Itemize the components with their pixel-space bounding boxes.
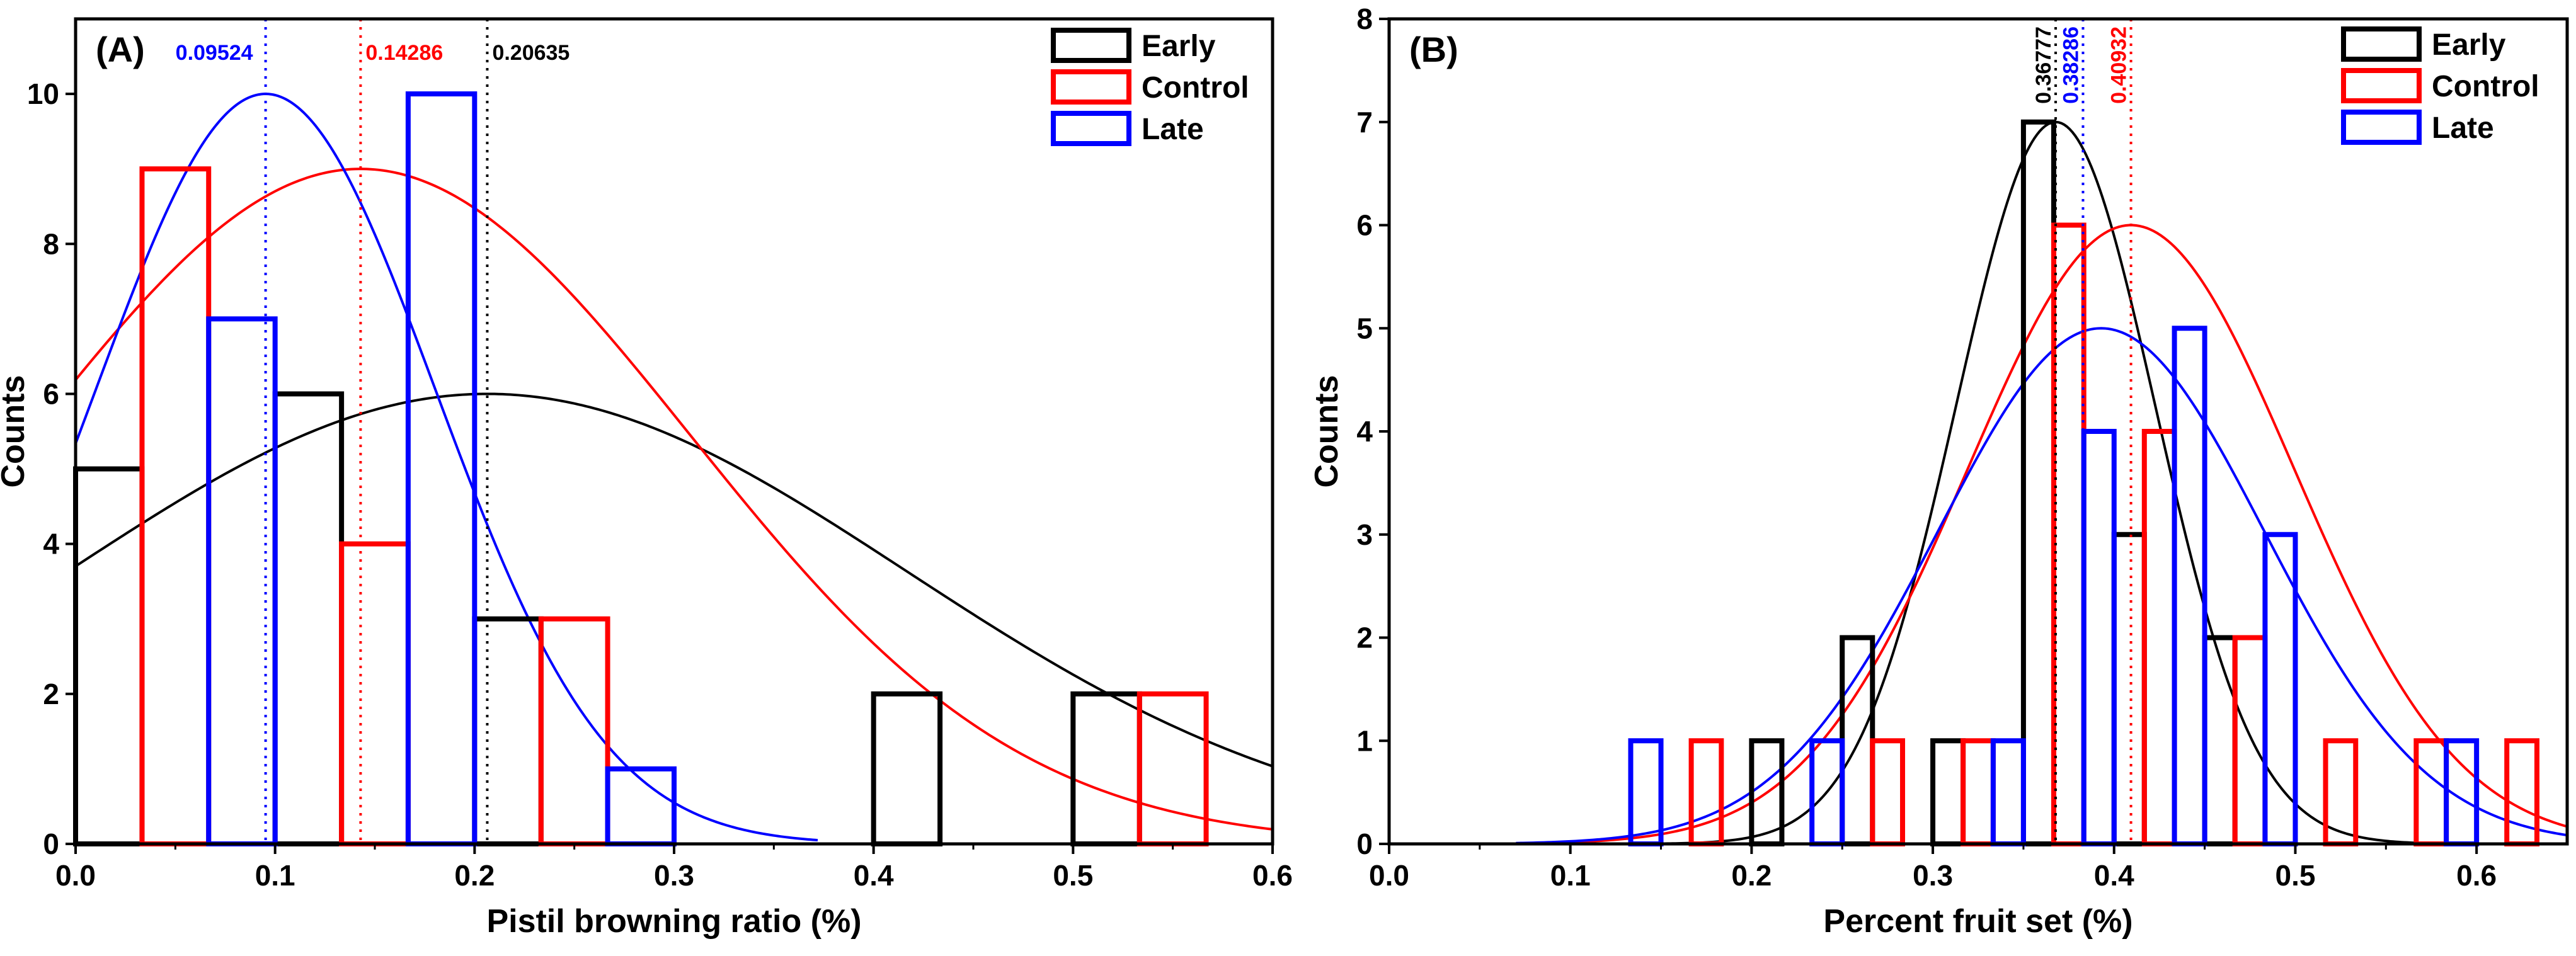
mean-label-early: 0.36777: [2032, 26, 2056, 104]
x-tick-label: 0.3: [654, 859, 694, 892]
histogram-bar-control: [2232, 635, 2268, 846]
y-tick-label: 6: [43, 377, 59, 410]
legend-label-control: Control: [1142, 71, 1249, 105]
y-tick-label: 7: [1356, 106, 1373, 139]
legend-swatch-control: [2341, 68, 2422, 103]
legend-swatch-control: [1051, 69, 1131, 105]
histogram-bar-control: [2051, 222, 2087, 846]
x-tick-label: 0.4: [854, 859, 894, 892]
y-tick-label: 0: [43, 828, 59, 860]
mean-label-control: 0.40932: [2107, 26, 2131, 104]
histogram-bar-control: [538, 616, 610, 847]
x-axis-title: Pistil browning ratio (%): [486, 903, 861, 940]
x-tick-label: 0.3: [1913, 859, 1953, 892]
y-axis-title: Counts: [1308, 375, 1345, 487]
legend-label-control: Control: [2432, 70, 2539, 103]
histogram-bar-control: [2413, 738, 2449, 846]
legend-label-early: Early: [2432, 28, 2506, 62]
legend-label-late: Late: [2432, 111, 2494, 145]
y-tick-label: 4: [43, 528, 59, 561]
histogram-bar-early: [1840, 635, 1875, 846]
histogram-bar-early: [472, 616, 544, 847]
histogram-bar-late: [1990, 738, 2026, 846]
x-tick-label: 0.6: [1252, 859, 1293, 892]
histogram-bar-early: [272, 391, 345, 846]
y-tick-label: 8: [43, 227, 59, 260]
y-axis-title: Counts: [0, 375, 31, 487]
legend-label-late: Late: [1142, 113, 1204, 146]
y-tick-label: 2: [43, 678, 59, 710]
histogram-bar-late: [1628, 738, 1664, 846]
histogram-bar-early: [73, 466, 145, 846]
y-tick-label: 3: [1356, 518, 1373, 551]
legend-swatch-late: [2341, 110, 2422, 145]
y-tick-label: 8: [1356, 3, 1373, 35]
histogram-bar-control: [339, 541, 411, 846]
fit-curve-late: [1516, 327, 2568, 845]
legend-swatch-early: [2341, 26, 2422, 62]
x-tick-label: 0.4: [2094, 859, 2134, 892]
x-tick-label: 0.2: [454, 859, 495, 892]
histogram-bar-late: [2172, 326, 2207, 846]
legend: Early Control Late: [1051, 28, 1249, 146]
x-tick-label: 0.1: [1550, 859, 1591, 892]
y-tick-label: 10: [27, 77, 59, 110]
panel-b: 0.36777 0.40932 0.38286 0.0 0.1 0.2 0.3 0.4 0.5 0…: [1308, 3, 2569, 940]
x-tick-label: 0.0: [55, 859, 96, 892]
histogram-bar-early: [1930, 738, 1966, 846]
x-tick-label: 0.1: [255, 859, 295, 892]
histogram-bar-control: [2141, 429, 2177, 846]
histogram-bar-control: [139, 166, 212, 847]
histogram-bar-early: [2020, 119, 2056, 846]
fit-curve-early: [74, 392, 1273, 768]
x-axis-title: Percent fruit set (%): [1823, 903, 2132, 940]
x-tick-label: 0.5: [1053, 859, 1093, 892]
histogram-bar-control: [1136, 691, 1209, 847]
histogram-bar-early: [871, 691, 943, 847]
x-tick-label: 0.2: [1731, 859, 1772, 892]
histogram-bar-late: [2081, 429, 2117, 846]
y-tick-label: 1: [1356, 724, 1373, 757]
x-tick-label: 0.0: [1369, 859, 1409, 892]
y-tick-label: 5: [1356, 312, 1373, 344]
histogram-bar-control: [1870, 738, 1906, 846]
y-tick-label: 4: [1356, 415, 1373, 448]
histogram-bar-early: [2111, 532, 2147, 846]
y-tick-label: 6: [1356, 209, 1373, 242]
fit-curve-late: [74, 93, 818, 842]
y-tick-label: 2: [1356, 622, 1373, 654]
histogram-bar-early: [1070, 691, 1142, 847]
mean-label-late: 0.38286: [2059, 26, 2083, 104]
fit-curve-control: [1516, 224, 2568, 845]
legend-label-early: Early: [1142, 30, 1216, 63]
mean-label-early: 0.20635: [492, 41, 570, 65]
mean-label-late: 0.09524: [176, 41, 253, 65]
histogram-bar-control: [1688, 738, 1724, 846]
fit-curve-early: [1642, 120, 2459, 845]
y-tick-label: 0: [1356, 828, 1373, 860]
legend: Early Control Late: [2341, 26, 2539, 145]
panel-label: (A): [96, 30, 145, 69]
histogram-bar-control: [1961, 738, 1996, 846]
legend-swatch-early: [1051, 28, 1131, 63]
panel-label: (B): [1409, 30, 1458, 69]
histogram-bar-early: [2202, 635, 2238, 846]
fit-curve-control: [74, 168, 1273, 831]
x-tick-label: 0.6: [2456, 859, 2497, 892]
legend-swatch-late: [1051, 111, 1131, 146]
x-tick-label: 0.5: [2275, 859, 2315, 892]
mean-label-control: 0.14286: [365, 41, 443, 65]
panel-a: 0.20635 0.14286 0.09524 0.0 0.1 0.2 0.3 0.4 0.5 0…: [0, 17, 1293, 940]
